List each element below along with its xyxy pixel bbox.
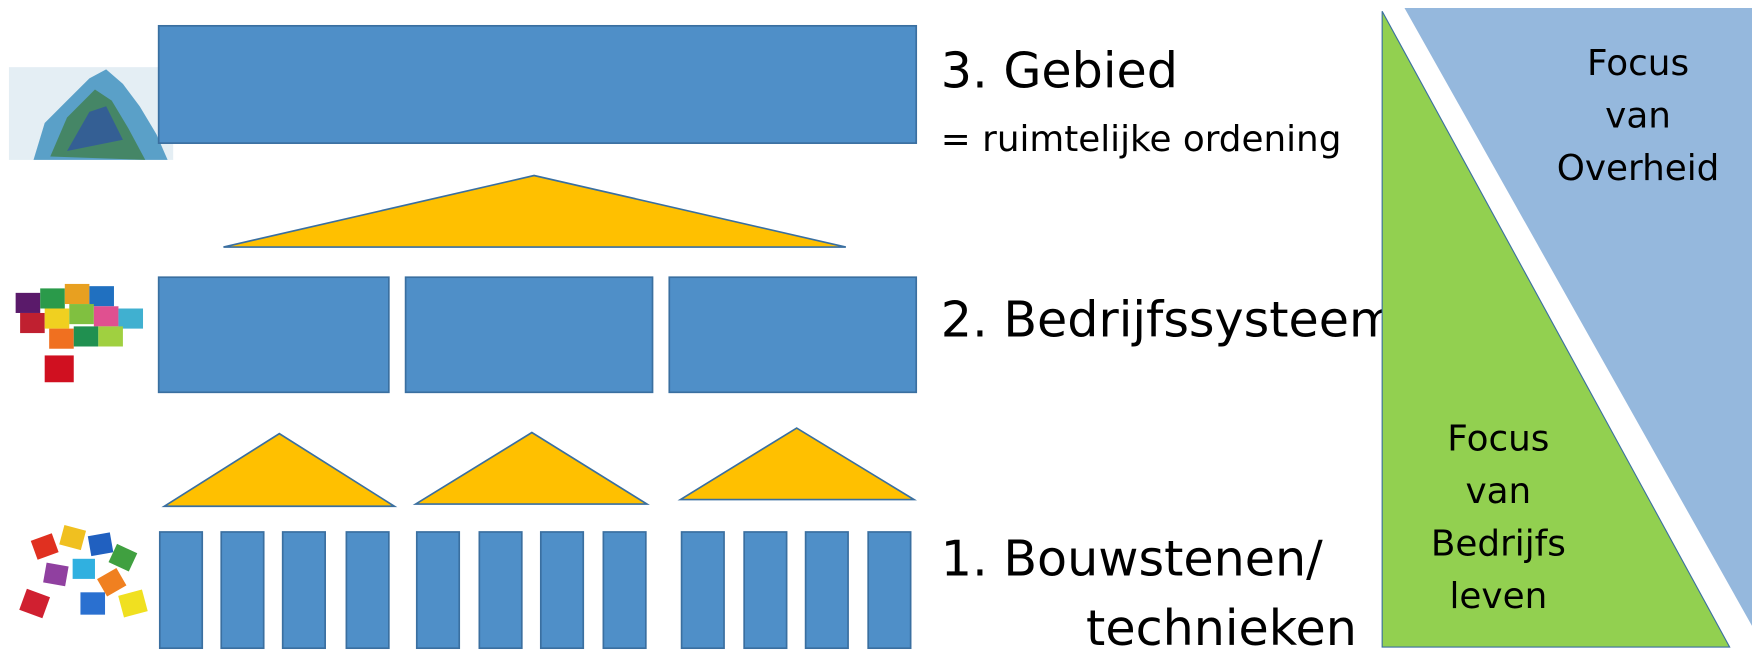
building-block <box>868 532 910 648</box>
puzzle-image <box>9 277 160 392</box>
system-block <box>669 277 916 392</box>
level-title: 1. Bouwstenen/ <box>941 530 1323 588</box>
level-title: technieken <box>1086 599 1357 655</box>
page: {"levels": [ {"title": "3. Gebied", "sub… <box>0 0 1752 655</box>
building-block <box>221 532 263 648</box>
focus-label: van <box>1465 471 1531 512</box>
focus-label: Bedrijfs <box>1431 523 1566 564</box>
system-block <box>159 277 389 392</box>
building-block <box>479 532 521 648</box>
building-block <box>806 532 848 648</box>
building-block <box>682 532 724 648</box>
triangle <box>164 434 394 507</box>
building-block <box>744 532 786 648</box>
building-block <box>346 532 388 648</box>
diagram: 3. Gebied = ruimtelijke ordening 2. Bedr… <box>0 0 1752 655</box>
focus-label: Overheid <box>1557 148 1720 189</box>
focus-label: Focus <box>1447 418 1549 459</box>
building-block <box>603 532 645 648</box>
building-block <box>541 532 583 648</box>
building-block <box>417 532 459 648</box>
level-subtitle: = ruimtelijke ordening <box>941 119 1342 160</box>
top-triangle <box>223 176 845 248</box>
focus-label: Focus <box>1587 43 1689 84</box>
focus-label: leven <box>1449 576 1547 617</box>
building-block <box>283 532 325 648</box>
focus-label: van <box>1605 95 1671 136</box>
triangle <box>416 433 647 505</box>
building-block <box>160 532 202 648</box>
level-title: 2. Bedrijfssysteem <box>941 291 1397 349</box>
level-title: 3. Gebied <box>941 41 1178 99</box>
system-block <box>406 277 653 392</box>
map-image <box>9 67 173 160</box>
pieces-image <box>19 525 147 618</box>
triangle <box>680 428 914 500</box>
area-block <box>159 26 917 143</box>
